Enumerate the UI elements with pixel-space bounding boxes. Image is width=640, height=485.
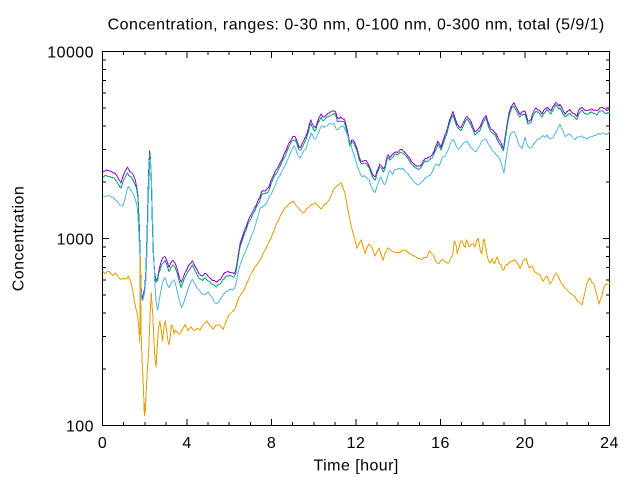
svg-text:100: 100 (66, 418, 94, 435)
svg-text:0: 0 (98, 435, 107, 452)
svg-text:10000: 10000 (47, 44, 94, 61)
svg-text:8: 8 (267, 435, 276, 452)
svg-text:Concentration: Concentration (11, 186, 28, 291)
svg-text:Concentration, ranges: 0-30 nm: Concentration, ranges: 0-30 nm, 0-100 nm… (108, 17, 605, 34)
svg-text:1000: 1000 (57, 231, 94, 248)
svg-text:24: 24 (600, 435, 619, 452)
svg-text:20: 20 (516, 435, 535, 452)
svg-text:16: 16 (431, 435, 450, 452)
svg-text:12: 12 (347, 435, 366, 452)
svg-text:4: 4 (182, 435, 191, 452)
svg-text:Time [hour]: Time [hour] (314, 458, 399, 475)
